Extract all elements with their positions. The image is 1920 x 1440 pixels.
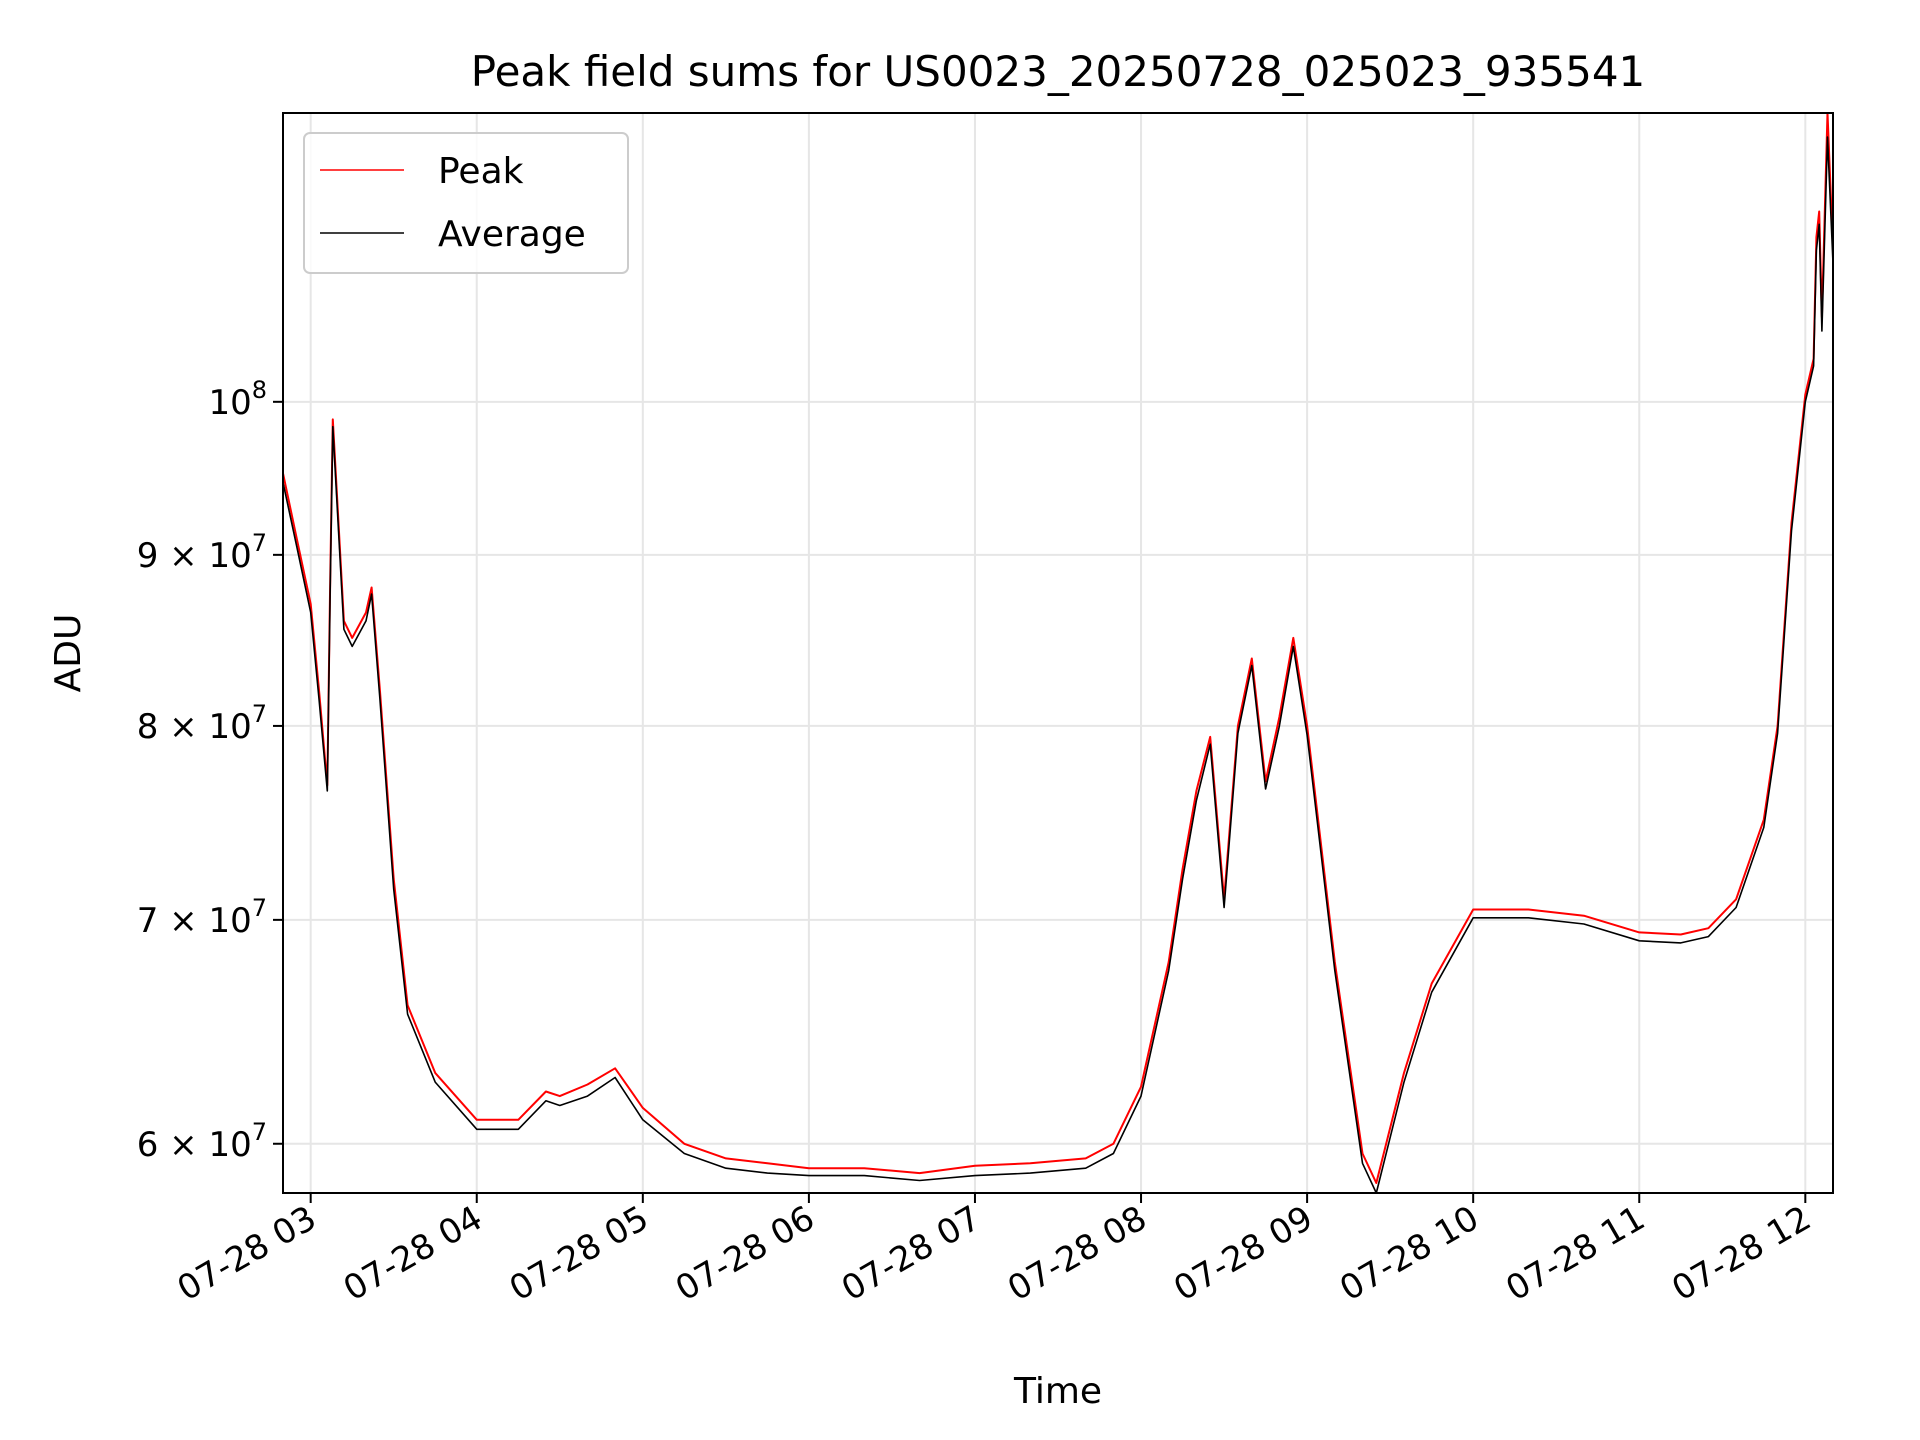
legend-box	[303, 132, 629, 274]
y-tick-label: 8 × 107	[137, 700, 267, 747]
y-axis-label: ADU	[48, 614, 89, 693]
series-layer	[282, 112, 1834, 1194]
y-tick-label: 108	[208, 376, 267, 423]
y-axis-ticks: 6 × 107 7 × 107 8 × 107 9 × 107 108	[137, 376, 283, 1165]
legend-label-average: Average	[438, 214, 586, 255]
legend: Peak Average	[303, 132, 629, 274]
legend-label-peak: Peak	[438, 151, 524, 192]
grid	[283, 113, 1833, 1193]
series-line-average	[282, 136, 1834, 1194]
x-axis-label: Time	[1013, 1371, 1102, 1412]
chart-title: Peak field sums for US0023_20250728_0250…	[471, 47, 1646, 96]
y-tick-label: 9 × 107	[137, 529, 267, 576]
plot-frame	[282, 112, 1834, 1194]
y-tick-label: 6 × 107	[137, 1118, 267, 1165]
y-tick-label: 7 × 107	[137, 894, 267, 941]
